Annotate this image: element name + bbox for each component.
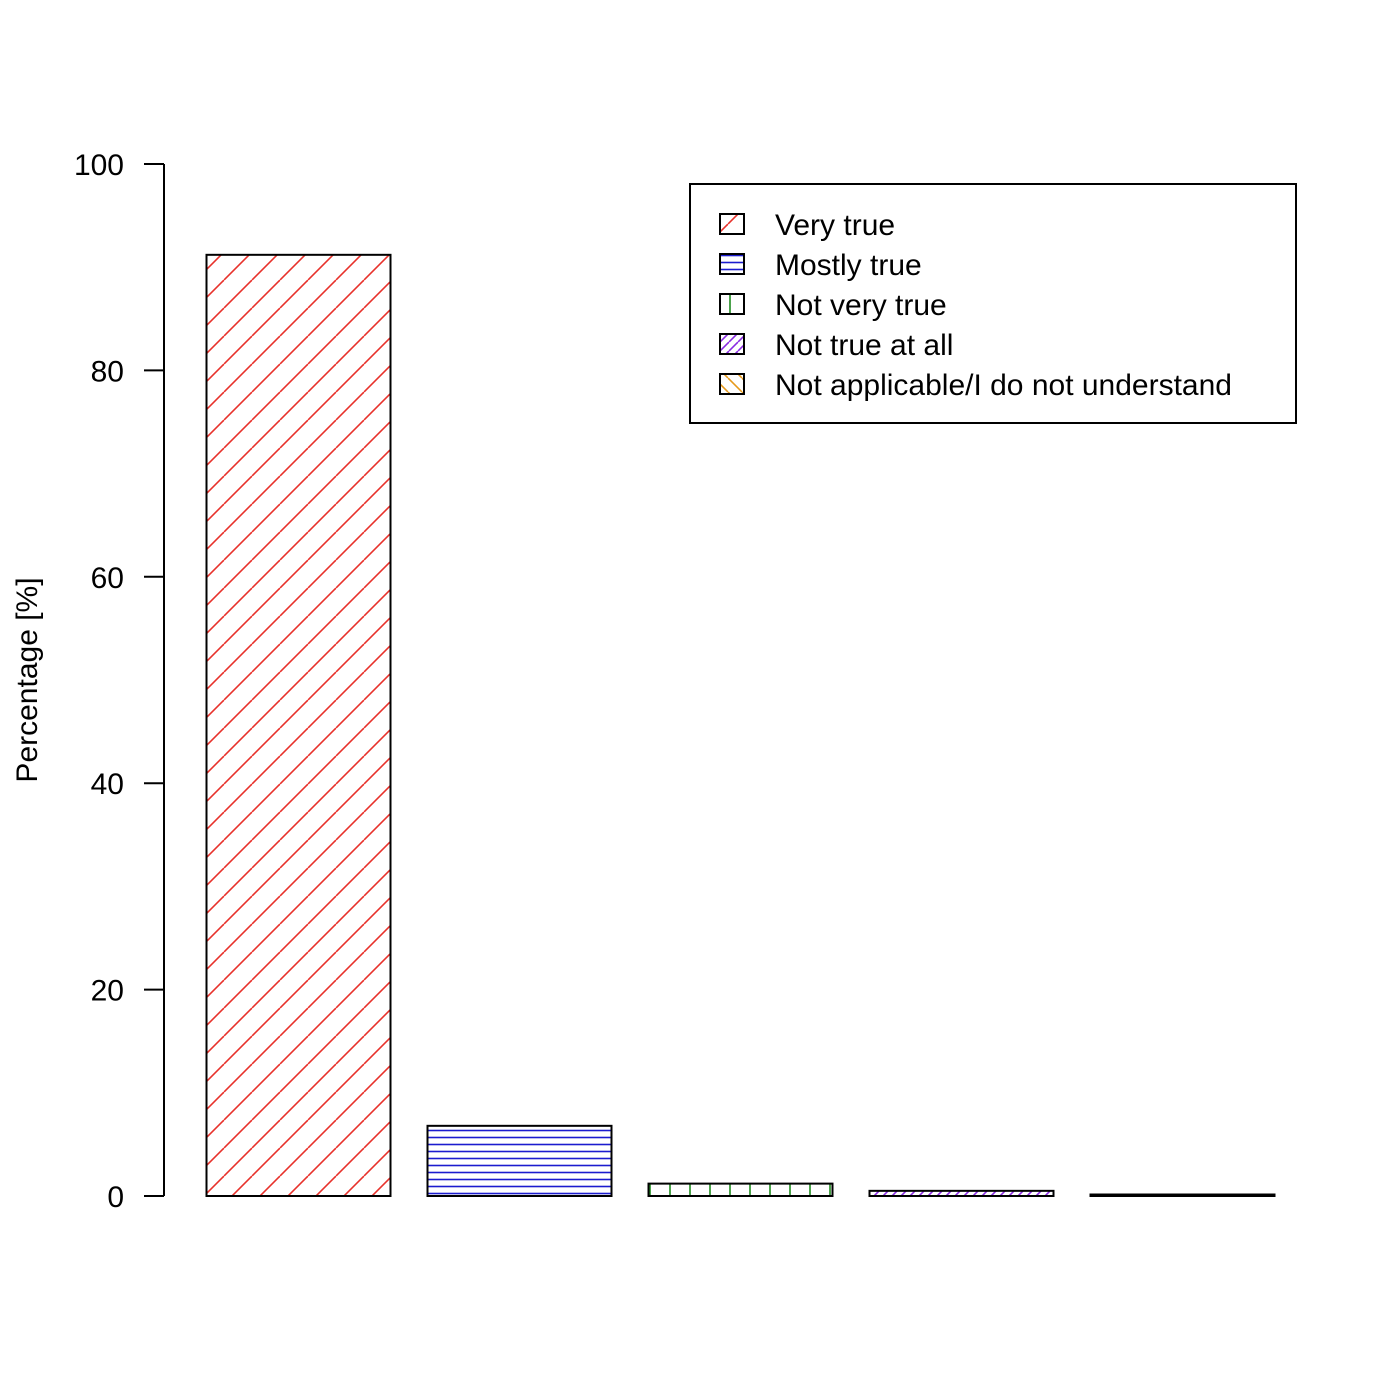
legend-label: Not applicable/I do not understand xyxy=(775,369,1232,402)
y-tick-label: 40 xyxy=(91,768,124,801)
legend-key xyxy=(719,253,745,275)
bar-very-true xyxy=(205,253,392,1198)
legend-key xyxy=(719,333,745,355)
y-tick-label: 80 xyxy=(91,355,124,388)
bar-not-true-at-all xyxy=(868,1189,1055,1197)
y-axis-label: Percentage [%] xyxy=(11,577,44,782)
y-tick-label: 100 xyxy=(74,149,124,182)
bar-not-applicable-i-do-not-understand xyxy=(1089,1193,1276,1197)
legend-label: Very true xyxy=(775,209,895,242)
legend-label: Mostly true xyxy=(775,249,922,282)
legend-label: Not true at all xyxy=(775,329,953,362)
bar-mostly-true xyxy=(426,1124,613,1197)
y-tick-label: 0 xyxy=(107,1181,124,1214)
bars xyxy=(205,253,1276,1198)
y-tick-label: 20 xyxy=(91,975,124,1008)
y-tick-label: 60 xyxy=(91,562,124,595)
legend-key xyxy=(719,293,745,315)
y-axis: 0 20 40 60 80 100 xyxy=(74,149,165,1214)
legend-key xyxy=(719,373,745,395)
legend-key xyxy=(719,213,745,235)
bar-not-very-true xyxy=(647,1182,834,1197)
legend-label: Not very true xyxy=(775,289,947,322)
legend-box xyxy=(689,183,1297,424)
legend: Very true Mostly true Not very true Not tru… xyxy=(689,183,1297,424)
